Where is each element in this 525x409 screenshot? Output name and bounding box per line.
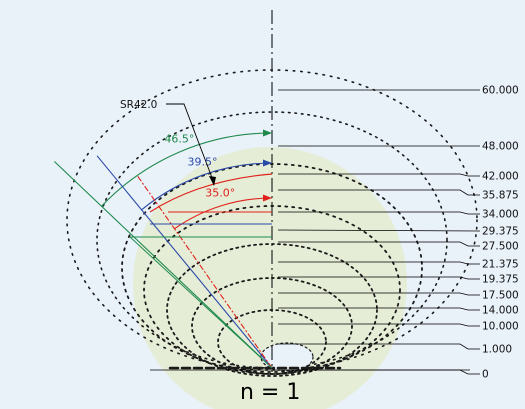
dimension-leader [278,323,480,327]
dimension-label: 14.000 [482,305,519,317]
radius-arrowhead [209,176,216,186]
shaded-disc [133,147,407,409]
dimension-leader [278,343,480,350]
dimension-labels: 60.000 48.000 42.000 35.875 34.000 29.375 27.5… [277,85,519,381]
dimension-leader [278,173,480,177]
angle-label: 46.5° [164,132,194,145]
chord-diagonal [129,236,273,369]
angle-label: 35.0° [205,187,235,200]
angle-arc [101,132,273,207]
dimension-label: 10.000 [482,321,519,333]
dimension-label: 48.000 [482,141,519,153]
dimension-label: 1.000 [482,344,512,356]
dimension-label: 42.000 [482,171,519,183]
angle-arc [174,197,273,230]
dimension-leader [278,261,480,265]
dimension-leader [278,307,480,311]
dimension-leader [278,241,480,247]
angle-ray [136,175,273,369]
sphere-arc [149,173,273,213]
dimension-label: 19.375 [482,274,519,286]
dimension-leader [278,211,480,215]
dimension-label: 34.000 [482,209,519,221]
diagram-caption: n = 1 [240,380,300,405]
arc-arrowhead [263,159,272,167]
dimension-leader [278,276,480,280]
dotted-ring [96,111,448,369]
angle-ray [96,155,273,369]
dimension-leader [277,229,481,232]
dimension-label: 35.875 [482,190,519,202]
arc-arrowhead [263,194,272,202]
angle-label: 39.5° [187,156,217,169]
dimension-leader [278,292,480,296]
radius-label: SR42.0 [120,99,157,111]
arc-arrowhead [263,129,272,137]
dimension-label: 17.500 [482,290,519,302]
dimension-leader [278,369,480,375]
dimension-label: 27.500 [482,241,519,253]
angle-ray [54,161,273,369]
dimension-label: 29.375 [482,226,519,238]
angle-construction: 46.5° 39.5° 35.0° [54,129,273,369]
dimension-leader [278,189,480,196]
dimension-label: 21.375 [482,259,519,271]
inner-hole [260,342,314,372]
dimension-label: 60.000 [482,85,519,97]
dimension-label: 0 [482,369,489,381]
radius-leader [166,103,215,184]
